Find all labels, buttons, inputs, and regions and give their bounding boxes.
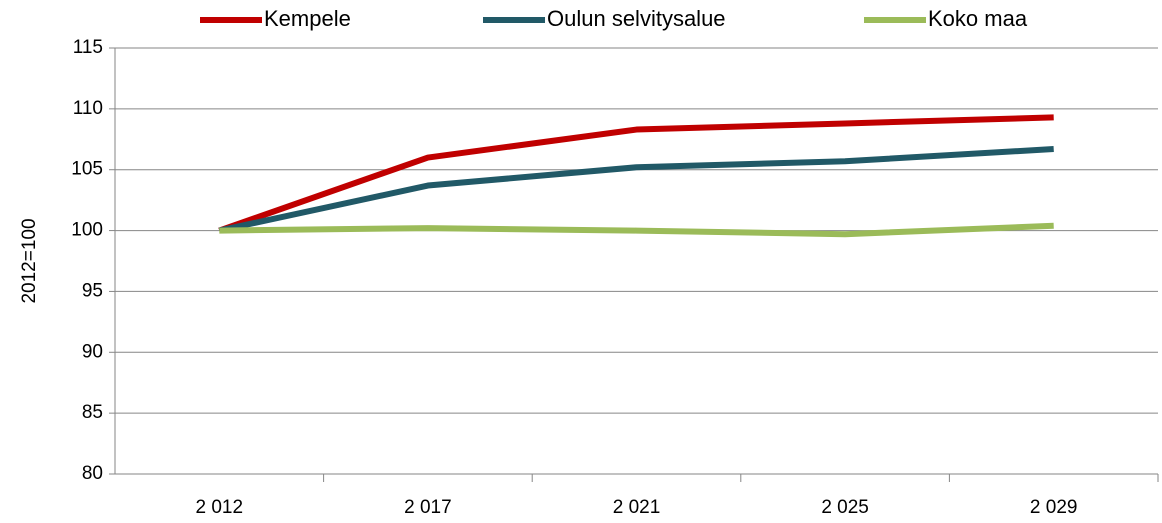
y-tick-label: 110 bbox=[73, 98, 103, 119]
y-tick-label: 100 bbox=[71, 220, 103, 241]
legend-label: Kempele bbox=[264, 6, 351, 31]
line-series bbox=[218, 146, 1054, 234]
x-tick-label: 2 029 bbox=[1030, 497, 1078, 518]
x-tick-label: 2 025 bbox=[821, 497, 869, 518]
y-tick-label: 90 bbox=[82, 341, 103, 362]
legend-label: Oulun selvitysalue bbox=[547, 6, 726, 31]
y-tick-label: 115 bbox=[73, 37, 103, 58]
y-tick-label: 80 bbox=[82, 463, 103, 484]
y-tick-label: 105 bbox=[71, 159, 103, 180]
x-tick-label: 2 017 bbox=[404, 497, 452, 518]
x-tick-label: 2 012 bbox=[196, 497, 244, 518]
line-series bbox=[219, 222, 1054, 238]
y-tick-label: 95 bbox=[82, 280, 103, 301]
legend-label: Koko maa bbox=[928, 6, 1028, 31]
y-axis-label: 2012=100 bbox=[19, 218, 40, 303]
y-tick-label: 85 bbox=[82, 402, 103, 423]
line-series bbox=[218, 114, 1054, 234]
x-tick-label: 2 021 bbox=[613, 497, 661, 518]
